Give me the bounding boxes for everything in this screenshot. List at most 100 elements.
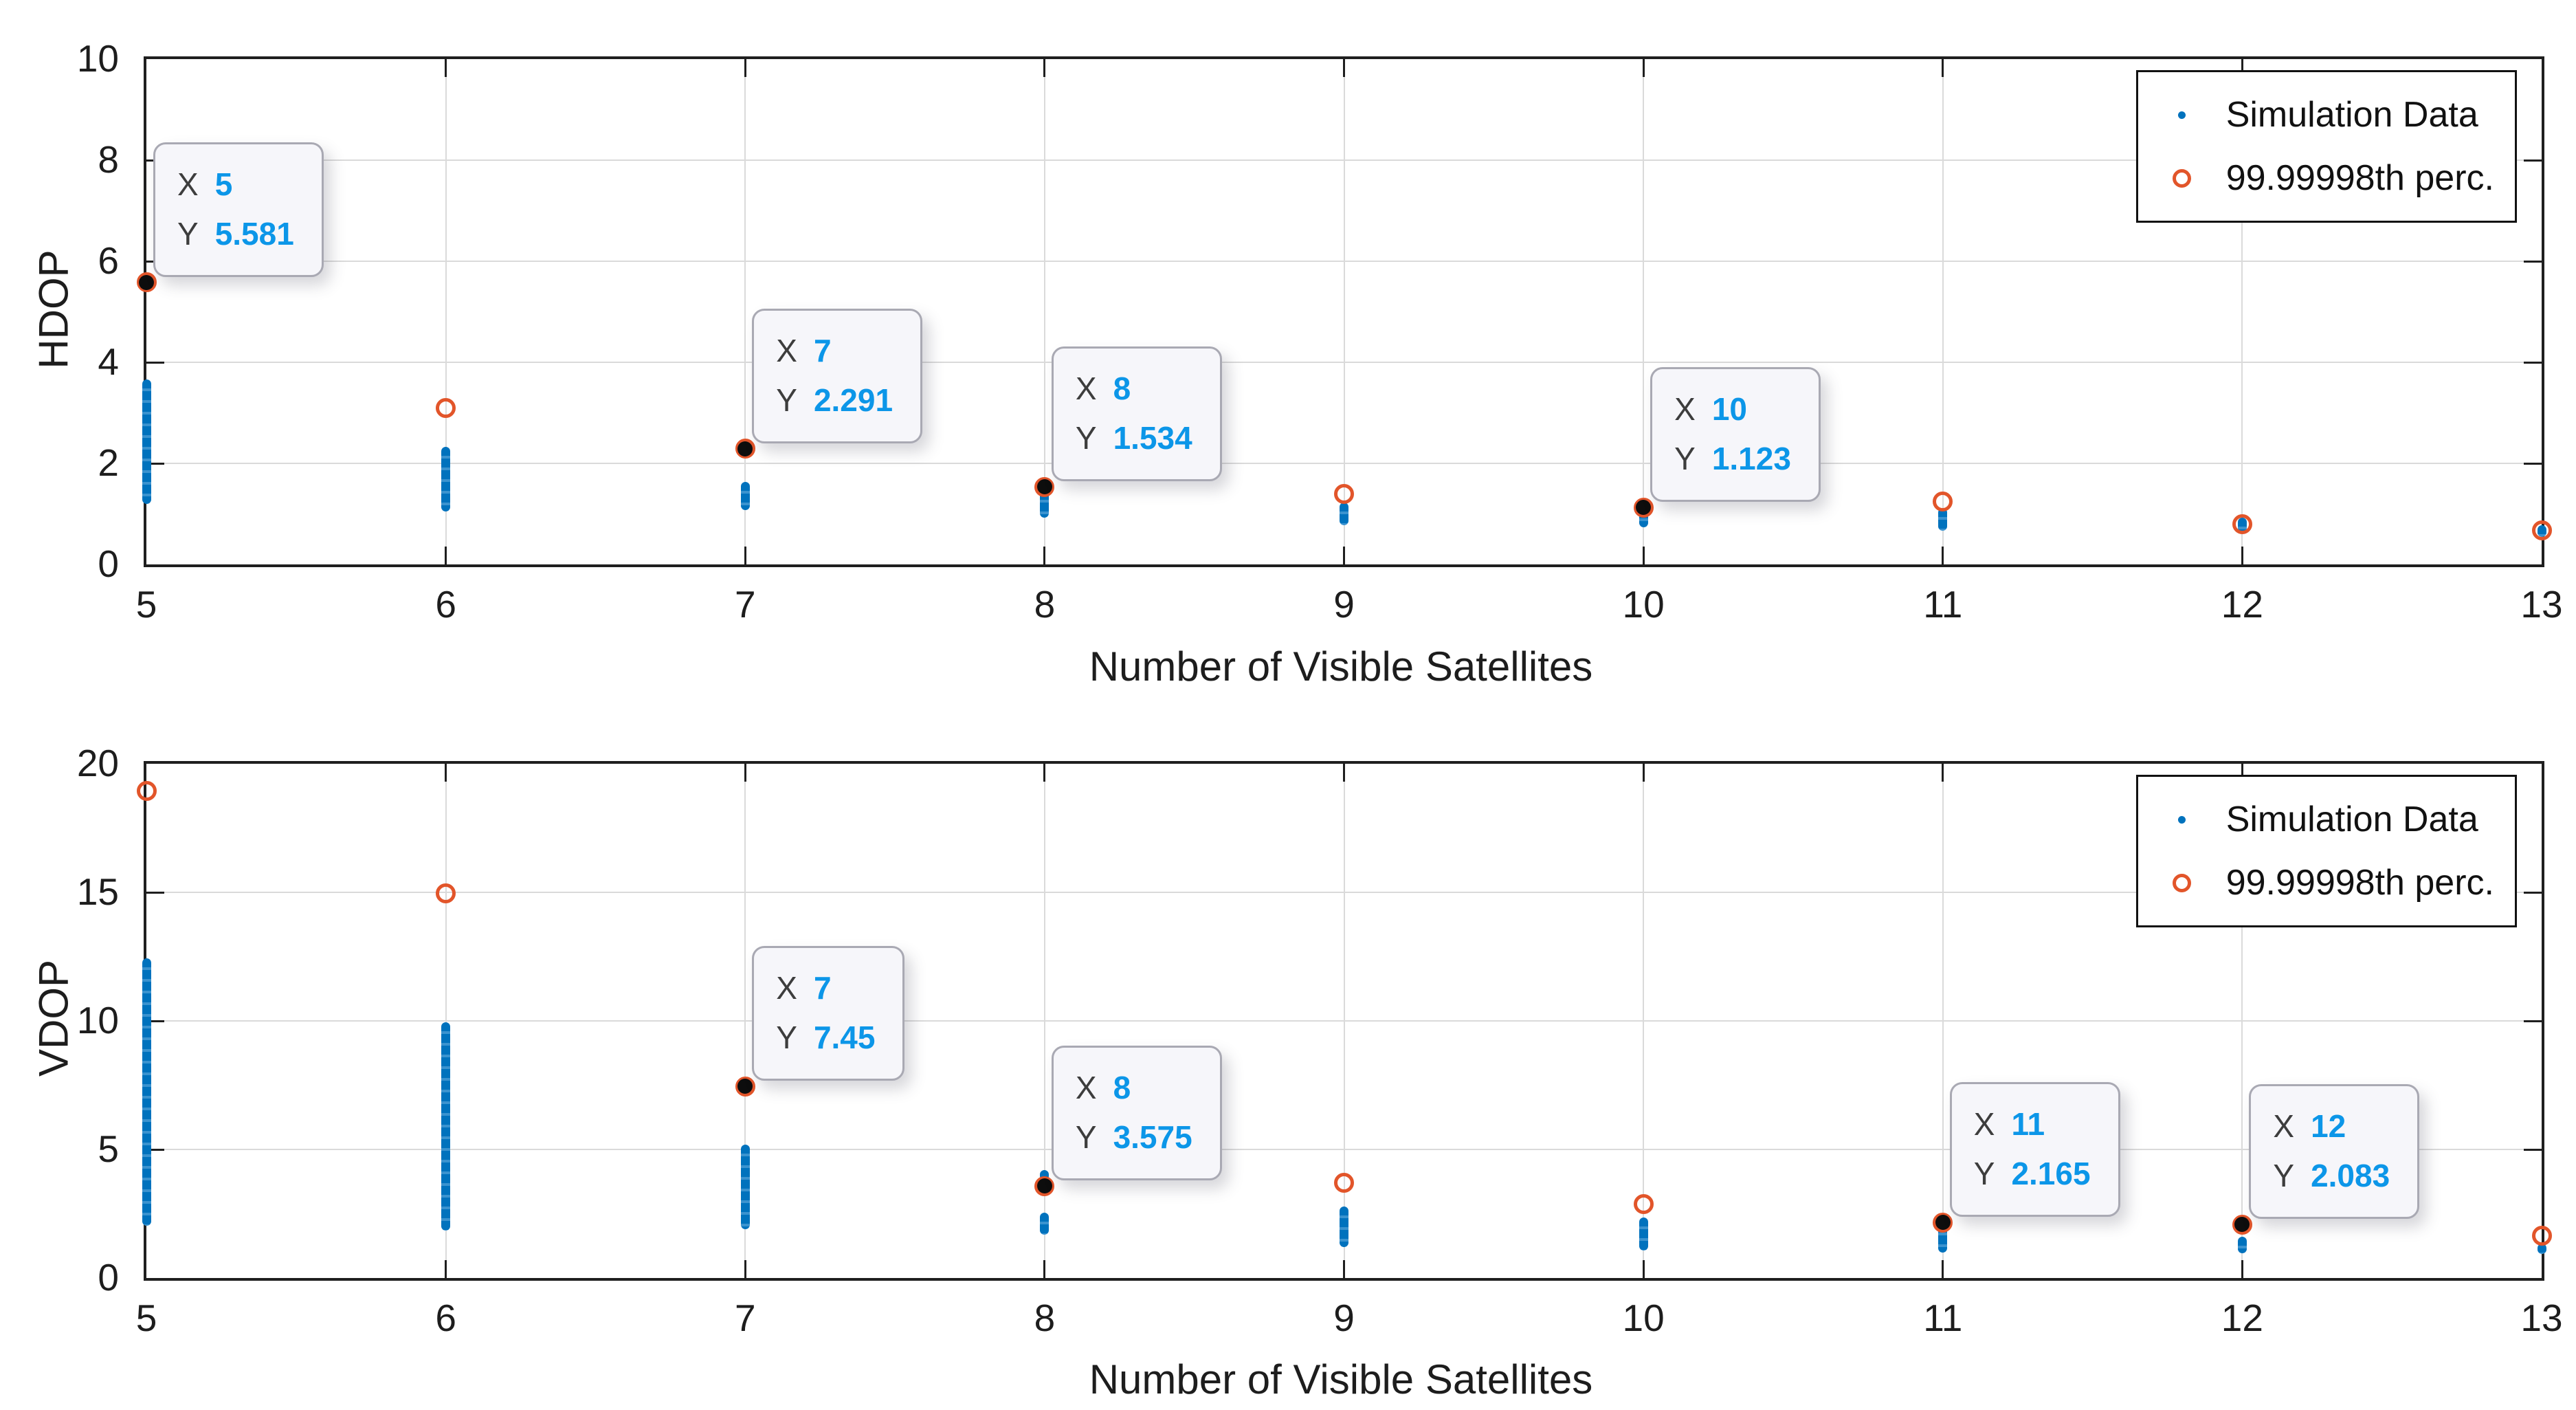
datatip-anchor-marker[interactable]: [139, 274, 154, 290]
hdop-legend[interactable]: Simulation Data 99.99998th perc.: [2135, 70, 2517, 223]
datatip-y-prefix: Y: [776, 1020, 797, 1056]
x-tick-label: 8: [1034, 1297, 1056, 1339]
datatip-x-value: 10: [1711, 391, 1747, 428]
sim-data-strip[interactable]: [2537, 1243, 2546, 1254]
sim-data-strip[interactable]: [740, 1144, 750, 1229]
sim-data-strip[interactable]: [1639, 1218, 1648, 1251]
datatip[interactable]: X 10 Y 1.123: [1650, 367, 1821, 503]
percentile-marker[interactable]: [1633, 1193, 1654, 1214]
sim-data-strip[interactable]: [1040, 491, 1050, 518]
gridline-x: [1343, 59, 1345, 564]
x-tick-label: 5: [135, 583, 157, 626]
x-tick-mark: [744, 59, 746, 77]
percentile-marker[interactable]: [2531, 1226, 2552, 1246]
datatip-anchor-marker[interactable]: [737, 441, 753, 456]
x-tick-mark: [1343, 547, 1345, 564]
legend-item-simulation-data[interactable]: Simulation Data: [2138, 788, 2494, 851]
sim-data-strip[interactable]: [2237, 1237, 2247, 1254]
percentile-marker[interactable]: [136, 780, 157, 801]
legend-label: 99.99998th perc.: [2225, 863, 2494, 903]
sim-data-strip[interactable]: [142, 379, 151, 504]
datatip[interactable]: X 7 Y 7.45: [752, 946, 905, 1081]
percentile-marker[interactable]: [1933, 1212, 1953, 1233]
legend-item-percentile[interactable]: 99.99998th perc.: [2138, 851, 2494, 914]
x-tick-mark: [744, 1260, 746, 1278]
x-tick-label: 11: [1923, 1297, 1963, 1339]
gridline-x: [1043, 59, 1045, 564]
x-tick-mark: [2241, 764, 2243, 782]
x-tick-mark: [2241, 59, 2243, 77]
percentile-marker[interactable]: [1933, 492, 1953, 512]
sim-data-strip[interactable]: [441, 446, 451, 511]
percentile-marker[interactable]: [1334, 1172, 1354, 1193]
datatip-y-value: 2.083: [2311, 1158, 2390, 1194]
percentile-marker[interactable]: [1034, 1176, 1055, 1196]
y-tick-mark: [146, 891, 164, 894]
datatip-y-row: Y 2.165: [1974, 1149, 2091, 1198]
sim-data-strip[interactable]: [1938, 507, 1948, 531]
legend-item-percentile[interactable]: 99.99998th perc.: [2138, 146, 2494, 210]
percentile-marker[interactable]: [2531, 520, 2552, 541]
datatip-x-prefix: X: [1674, 391, 1696, 428]
y-tick-label: 10: [76, 37, 119, 80]
vdop-legend[interactable]: Simulation Data 99.99998th perc.: [2135, 775, 2517, 927]
datatip[interactable]: X 12 Y 2.083: [2249, 1084, 2420, 1220]
percentile-marker[interactable]: [1633, 497, 1654, 518]
x-tick-label: 6: [435, 583, 456, 626]
percentile-marker[interactable]: [1334, 483, 1354, 504]
y-tick-mark: [2524, 1148, 2542, 1151]
datatip-x-value: 12: [2311, 1108, 2346, 1145]
datatip[interactable]: X 5 Y 5.581: [153, 142, 324, 277]
sim-data-strip[interactable]: [142, 958, 151, 1226]
datatip-anchor-marker[interactable]: [1036, 1178, 1052, 1194]
percentile-marker[interactable]: [436, 883, 456, 904]
x-tick-label: 7: [734, 583, 756, 626]
datatip[interactable]: X 8 Y 3.575: [1051, 1046, 1222, 1181]
datatip-y-row: Y 1.534: [1076, 413, 1192, 463]
legend-label: Simulation Data: [2225, 95, 2478, 135]
x-tick-mark: [1942, 547, 1944, 564]
percentile-marker[interactable]: [136, 272, 157, 293]
datatip-anchor-marker[interactable]: [1935, 1215, 1951, 1231]
datatip[interactable]: X 11 Y 2.165: [1949, 1082, 2120, 1218]
legend-item-simulation-data[interactable]: Simulation Data: [2138, 83, 2494, 146]
datatip-x-value: 8: [1113, 1070, 1131, 1106]
datatip-x-value: 7: [813, 332, 832, 368]
datatip-anchor-marker[interactable]: [737, 1079, 753, 1094]
percentile-marker[interactable]: [436, 398, 456, 419]
y-tick-mark: [146, 462, 164, 465]
sim-data-strip[interactable]: [441, 1022, 451, 1231]
percentile-marker[interactable]: [1034, 476, 1055, 497]
y-tick-label: 10: [76, 999, 119, 1042]
y-tick-mark: [2524, 462, 2542, 465]
percentile-marker[interactable]: [2232, 514, 2252, 535]
x-tick-label: 13: [2520, 1297, 2563, 1339]
x-tick-mark: [1043, 59, 1046, 77]
x-tick-mark: [1642, 1260, 1645, 1278]
datatip-y-value: 1.123: [1711, 441, 1791, 477]
datatip-anchor-marker[interactable]: [1036, 479, 1052, 495]
sim-data-strip[interactable]: [1340, 1207, 1348, 1248]
y-tick-mark: [2524, 361, 2542, 364]
x-tick-mark: [1043, 764, 1046, 782]
gridline-y: [146, 261, 2542, 262]
x-tick-label: 12: [2221, 1297, 2263, 1339]
percentile-marker[interactable]: [735, 439, 755, 459]
percentile-marker[interactable]: [2232, 1214, 2252, 1235]
datatip-anchor-marker[interactable]: [1636, 500, 1652, 516]
gridline-x: [1643, 59, 1645, 564]
y-tick-label: 6: [98, 239, 119, 282]
gridline-y: [146, 1149, 2542, 1150]
datatip-x-prefix: X: [1075, 371, 1097, 407]
sim-data-strip[interactable]: [1340, 503, 1348, 525]
sim-data-strip[interactable]: [740, 482, 750, 510]
datatip[interactable]: X 7 Y 2.291: [752, 308, 923, 443]
sim-data-strip[interactable]: [1040, 1212, 1050, 1235]
datatip-anchor-marker[interactable]: [2234, 1217, 2250, 1233]
datatip-y-prefix: Y: [2273, 1158, 2295, 1194]
y-tick-label: 2: [98, 441, 119, 484]
percentile-marker[interactable]: [735, 1076, 755, 1097]
x-tick-mark: [1343, 764, 1345, 782]
datatip[interactable]: X 8 Y 1.534: [1051, 346, 1222, 482]
